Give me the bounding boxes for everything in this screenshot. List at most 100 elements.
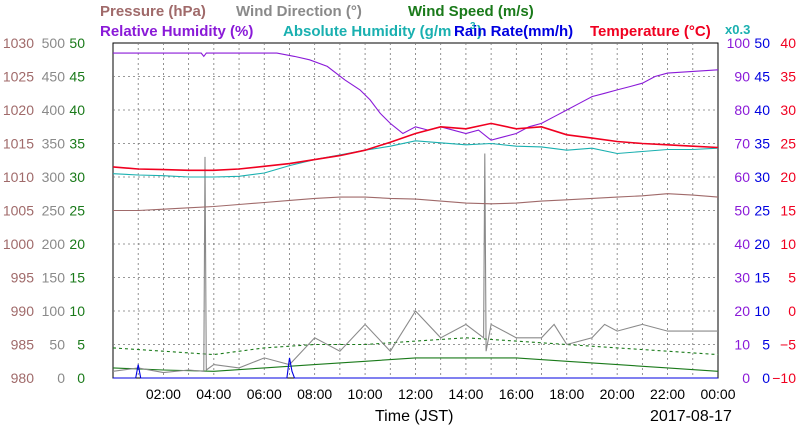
x-tick-label: 16:00 bbox=[499, 386, 534, 402]
date-label: 2017-08-17 bbox=[650, 408, 732, 425]
tick-label-relative-humidity: 0 bbox=[742, 370, 750, 386]
x-tick-label: 20:00 bbox=[600, 386, 635, 402]
tick-label-wind-direction: 400 bbox=[42, 102, 66, 118]
legend-temperature: Temperature (°C) bbox=[590, 23, 711, 40]
x-tick-label: 08:00 bbox=[297, 386, 332, 402]
x-tick-label: 14:00 bbox=[448, 386, 483, 402]
tick-label-temperature: −5 bbox=[780, 337, 796, 353]
tick-label-wind-speed: 30 bbox=[69, 169, 85, 185]
tick-label-pressure: 1010 bbox=[3, 169, 34, 185]
tick-label-rain-rate: 25 bbox=[754, 203, 770, 219]
tick-label-relative-humidity: 50 bbox=[734, 203, 750, 219]
tick-label-rain-rate: 35 bbox=[754, 136, 770, 152]
tick-label-wind-direction: 150 bbox=[42, 270, 66, 286]
tick-label-relative-humidity: 90 bbox=[734, 69, 750, 85]
tick-label-relative-humidity: 20 bbox=[734, 303, 750, 319]
tick-label-wind-speed: 45 bbox=[69, 69, 85, 85]
tick-label-wind-speed: 50 bbox=[69, 35, 85, 51]
series-wind-speed-max-m-s bbox=[112, 337, 719, 356]
x-tick-label: 12:00 bbox=[398, 386, 433, 402]
tick-label-temperature: −10 bbox=[772, 370, 796, 386]
legend: Pressure (hPa) Wind Direction (°) Wind S… bbox=[100, 3, 750, 40]
legend-rain-rate: Rain Rate(mm/h) bbox=[454, 23, 573, 40]
tick-label-relative-humidity: 70 bbox=[734, 136, 750, 152]
tick-label-relative-humidity: 30 bbox=[734, 270, 750, 286]
x-tick-label: 18:00 bbox=[549, 386, 584, 402]
legend-relative-humidity: Relative Humidity (%) bbox=[100, 23, 253, 40]
tick-label-wind-speed: 40 bbox=[69, 102, 85, 118]
right-axes: 0102030405060708090100051015202530354045… bbox=[727, 35, 797, 386]
tick-label-relative-humidity: 10 bbox=[734, 337, 750, 353]
tick-label-wind-speed: 0 bbox=[77, 370, 85, 386]
tick-label-rain-rate: 45 bbox=[754, 69, 770, 85]
tick-label-rain-rate: 30 bbox=[754, 169, 770, 185]
tick-label-temperature: 25 bbox=[780, 136, 796, 152]
series-relative-humidity bbox=[113, 52, 719, 141]
tick-label-rain-rate: 15 bbox=[754, 270, 770, 286]
tick-label-temperature: 30 bbox=[780, 102, 796, 118]
tick-label-rain-rate: 10 bbox=[754, 303, 770, 319]
tick-label-wind-speed: 5 bbox=[77, 337, 85, 353]
tick-label-rain-rate: 20 bbox=[754, 236, 770, 252]
tick-label-rain-rate: 5 bbox=[762, 337, 770, 353]
x-tick-label: 00:00 bbox=[700, 386, 735, 402]
tick-label-temperature: 15 bbox=[780, 203, 796, 219]
tick-label-wind-direction: 500 bbox=[42, 35, 66, 51]
tick-label-pressure: 1020 bbox=[3, 102, 34, 118]
tick-label-temperature: 40 bbox=[780, 35, 796, 51]
tick-label-wind-direction: 300 bbox=[42, 169, 66, 185]
tick-label-relative-humidity: 100 bbox=[727, 35, 751, 51]
tick-label-wind-direction: 200 bbox=[42, 236, 66, 252]
tick-label-wind-direction: 350 bbox=[42, 136, 66, 152]
series-layer bbox=[112, 52, 719, 379]
tick-label-temperature: 35 bbox=[780, 69, 796, 85]
tick-label-wind-speed: 20 bbox=[69, 236, 85, 252]
x-tick-label: 06:00 bbox=[247, 386, 282, 402]
x-tick-label: 22:00 bbox=[650, 386, 685, 402]
tick-label-temperature: 20 bbox=[780, 169, 796, 185]
tick-label-wind-direction: 0 bbox=[57, 370, 65, 386]
x-tick-label: 10:00 bbox=[348, 386, 383, 402]
tick-label-relative-humidity: 60 bbox=[734, 169, 750, 185]
tick-label-wind-direction: 250 bbox=[42, 203, 66, 219]
tick-label-wind-speed: 35 bbox=[69, 136, 85, 152]
tick-label-temperature: 0 bbox=[788, 303, 796, 319]
tick-label-pressure: 980 bbox=[11, 370, 35, 386]
tick-label-wind-direction: 100 bbox=[42, 303, 66, 319]
tick-label-relative-humidity: 40 bbox=[734, 236, 750, 252]
series-wind-direction bbox=[112, 153, 718, 374]
tick-label-wind-speed: 25 bbox=[69, 203, 85, 219]
tick-label-relative-humidity: 80 bbox=[734, 102, 750, 118]
x-tick-label: 04:00 bbox=[196, 386, 231, 402]
legend-wind-speed: Wind Speed (m/s) bbox=[408, 3, 534, 20]
tick-label-pressure: 1005 bbox=[3, 203, 34, 219]
tick-label-wind-direction: 450 bbox=[42, 69, 66, 85]
legend-pressure: Pressure (hPa) bbox=[100, 3, 206, 20]
absolute-humidity-scale: x0.3 bbox=[725, 22, 750, 37]
tick-label-pressure: 995 bbox=[11, 270, 35, 286]
tick-label-wind-speed: 15 bbox=[69, 270, 85, 286]
series-absolute-humidity-g-m3 bbox=[112, 140, 719, 178]
tick-label-wind-speed: 10 bbox=[69, 303, 85, 319]
tick-label-temperature: 10 bbox=[780, 236, 796, 252]
series-rain-rate-mm-h bbox=[113, 357, 718, 379]
tick-label-rain-rate: 0 bbox=[762, 370, 770, 386]
x-axis-label: Time (JST) bbox=[375, 408, 454, 425]
x-tick-label: 02:00 bbox=[146, 386, 181, 402]
tick-label-temperature: 5 bbox=[788, 270, 796, 286]
legend-absolute-humidity-exponent: 3 bbox=[470, 21, 476, 32]
tick-label-rain-rate: 50 bbox=[754, 35, 770, 51]
tick-label-pressure: 985 bbox=[11, 337, 35, 353]
x-axis: 02:00 04:00 06:00 08:00 10:00 12:00 14:00 16:00… bbox=[146, 386, 736, 402]
tick-label-pressure: 1030 bbox=[3, 35, 34, 51]
tick-label-pressure: 1000 bbox=[3, 236, 34, 252]
tick-label-rain-rate: 40 bbox=[754, 102, 770, 118]
tick-label-pressure: 1015 bbox=[3, 136, 34, 152]
series-temperature-c bbox=[112, 122, 719, 172]
legend-absolute-humidity: Absolute Humidity (g/m bbox=[283, 23, 451, 40]
series-pressure-hpa bbox=[113, 193, 719, 212]
legend-wind-direction: Wind Direction (°) bbox=[236, 3, 362, 20]
tick-label-pressure: 990 bbox=[11, 303, 35, 319]
grid bbox=[113, 43, 718, 378]
